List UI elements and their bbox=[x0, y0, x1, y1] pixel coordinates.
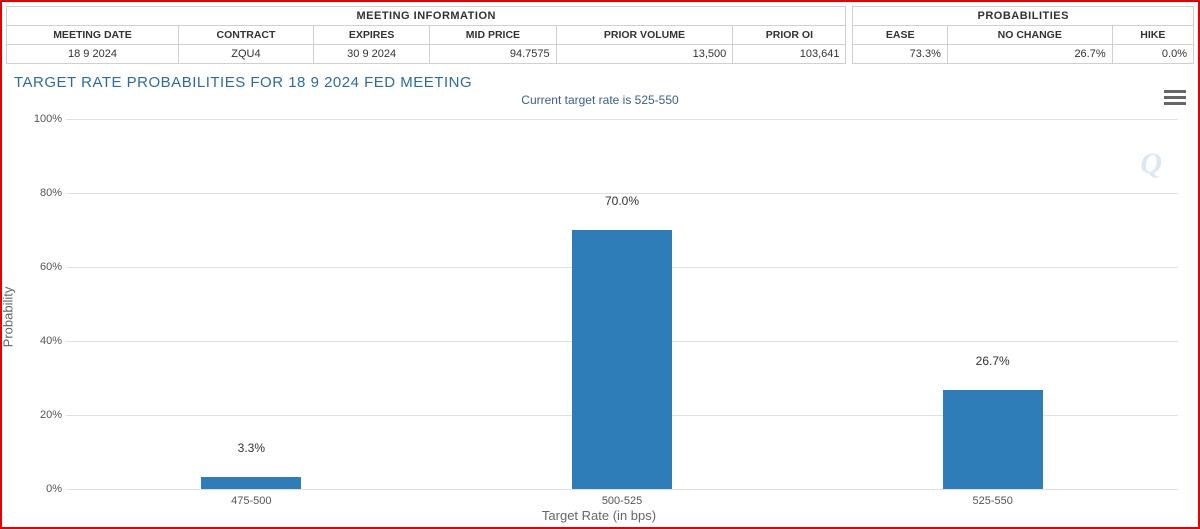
chart-subtitle: Current target rate is 525-550 bbox=[6, 93, 1194, 107]
table-cell: 103,641 bbox=[733, 45, 846, 64]
y-tick-label: 40% bbox=[22, 335, 62, 347]
table-column-header: CONTRACT bbox=[178, 26, 313, 45]
table-section-header: PROBABILITIES bbox=[853, 7, 1194, 26]
info-tables-row: MEETING INFORMATIONMEETING DATECONTRACTE… bbox=[6, 6, 1194, 64]
y-axis-label: Probability bbox=[1, 287, 16, 348]
table-cell: 18 9 2024 bbox=[7, 45, 179, 64]
y-tick-label: 100% bbox=[22, 113, 62, 125]
chart-bar bbox=[943, 390, 1043, 489]
table-cell: 94.7575 bbox=[430, 45, 556, 64]
x-tick-label: 525-550 bbox=[972, 495, 1012, 507]
x-tick-label: 475-500 bbox=[231, 495, 271, 507]
chart-area: Probability Q 0%20%40%60%80%100%3.3%475-… bbox=[14, 113, 1184, 521]
bar-value-label: 70.0% bbox=[605, 194, 639, 212]
x-tick-label: 500-525 bbox=[602, 495, 642, 507]
y-tick-label: 20% bbox=[22, 409, 62, 421]
page-container: MEETING INFORMATIONMEETING DATECONTRACTE… bbox=[0, 0, 1200, 529]
x-axis-label: Target Rate (in bps) bbox=[542, 508, 656, 523]
table-cell: ZQU4 bbox=[178, 45, 313, 64]
table-column-header: EXPIRES bbox=[313, 26, 429, 45]
table-column-header: PRIOR VOLUME bbox=[556, 26, 733, 45]
table-cell: 26.7% bbox=[947, 45, 1112, 64]
y-tick-label: 0% bbox=[22, 483, 62, 495]
hamburger-icon bbox=[1164, 90, 1186, 93]
y-tick-label: 60% bbox=[22, 261, 62, 273]
chart-bar bbox=[201, 477, 301, 489]
table-cell: 13,500 bbox=[556, 45, 733, 64]
table-cell: 0.0% bbox=[1112, 45, 1193, 64]
table-column-header: MEETING DATE bbox=[7, 26, 179, 45]
probabilities-table: PROBABILITIESEASENO CHANGEHIKE 73.3%26.7%… bbox=[852, 6, 1194, 64]
table-column-header: HIKE bbox=[1112, 26, 1193, 45]
table-column-header: MID PRICE bbox=[430, 26, 556, 45]
table-column-header: PRIOR OI bbox=[733, 26, 846, 45]
bar-value-label: 26.7% bbox=[976, 354, 1010, 372]
table-column-header: NO CHANGE bbox=[947, 26, 1112, 45]
chart-plot: Q 0%20%40%60%80%100%3.3%475-50070.0%500-… bbox=[66, 119, 1178, 489]
table-cell: 73.3% bbox=[853, 45, 947, 64]
table-column-header: EASE bbox=[853, 26, 947, 45]
chart-menu-button[interactable] bbox=[1164, 87, 1186, 107]
table-cell: 30 9 2024 bbox=[313, 45, 429, 64]
y-tick-label: 80% bbox=[22, 187, 62, 199]
meeting-info-table: MEETING INFORMATIONMEETING DATECONTRACTE… bbox=[6, 6, 846, 64]
watermark-icon: Q bbox=[1140, 147, 1162, 181]
table-section-header: MEETING INFORMATION bbox=[7, 7, 846, 26]
chart-title: TARGET RATE PROBABILITIES FOR 18 9 2024 … bbox=[14, 74, 1194, 91]
gridline bbox=[66, 119, 1178, 120]
gridline bbox=[66, 489, 1178, 490]
chart-bar bbox=[572, 230, 672, 489]
bar-value-label: 3.3% bbox=[238, 441, 265, 459]
